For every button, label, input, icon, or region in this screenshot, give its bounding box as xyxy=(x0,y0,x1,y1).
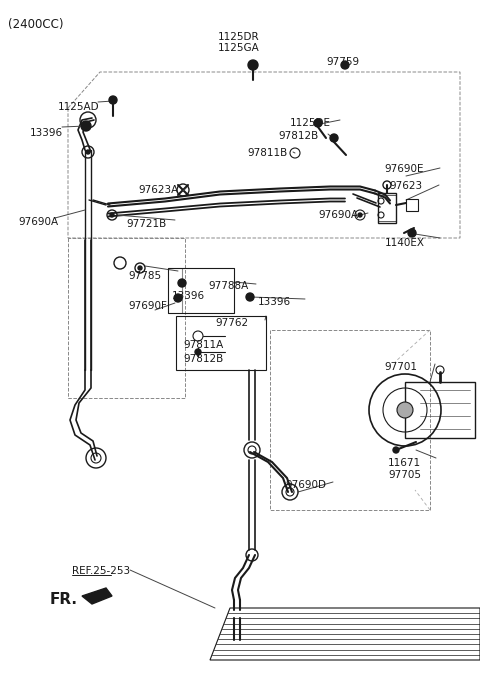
Circle shape xyxy=(393,447,399,453)
Text: 13396: 13396 xyxy=(30,128,63,138)
Bar xyxy=(406,199,418,211)
Text: REF.25-253: REF.25-253 xyxy=(72,566,130,576)
Text: 97690E: 97690E xyxy=(384,164,423,174)
Text: 97690D: 97690D xyxy=(285,480,326,490)
Bar xyxy=(378,193,396,223)
Text: 97811A: 97811A xyxy=(183,340,223,350)
Circle shape xyxy=(81,121,91,131)
Text: 97759: 97759 xyxy=(326,57,359,67)
Polygon shape xyxy=(82,588,112,604)
Bar xyxy=(405,382,475,438)
Circle shape xyxy=(110,213,114,217)
Circle shape xyxy=(408,229,416,237)
Circle shape xyxy=(358,213,362,217)
Text: 97701: 97701 xyxy=(384,362,417,372)
Circle shape xyxy=(341,61,349,69)
Text: 97811B: 97811B xyxy=(247,148,287,158)
Circle shape xyxy=(195,349,201,355)
Text: FR.: FR. xyxy=(50,592,78,607)
Circle shape xyxy=(246,293,254,301)
Circle shape xyxy=(314,119,322,127)
Text: 97812B: 97812B xyxy=(278,131,318,141)
Bar xyxy=(168,268,234,313)
Circle shape xyxy=(174,294,182,302)
Text: 97690F: 97690F xyxy=(128,301,167,311)
Bar xyxy=(378,195,396,221)
Circle shape xyxy=(109,96,117,104)
Text: (2400CC): (2400CC) xyxy=(8,18,63,31)
Text: 1125GA: 1125GA xyxy=(218,43,260,53)
Text: 97705: 97705 xyxy=(388,470,421,480)
Circle shape xyxy=(138,266,142,270)
Text: 97623: 97623 xyxy=(389,181,422,191)
Text: 97788A: 97788A xyxy=(208,281,248,291)
Circle shape xyxy=(86,150,90,154)
Text: 1125AD: 1125AD xyxy=(58,102,100,112)
Bar xyxy=(176,316,266,370)
Text: 97690A: 97690A xyxy=(318,210,358,220)
Text: 97623A: 97623A xyxy=(138,185,178,195)
Circle shape xyxy=(178,279,186,287)
Text: 97812B: 97812B xyxy=(183,354,223,364)
Text: 13396: 13396 xyxy=(172,291,205,301)
Circle shape xyxy=(248,60,258,70)
Text: 97762: 97762 xyxy=(215,318,248,328)
Text: 13396: 13396 xyxy=(258,297,291,307)
Text: 97690A: 97690A xyxy=(18,217,58,227)
Text: 11671: 11671 xyxy=(388,458,421,468)
Text: 97785: 97785 xyxy=(128,271,161,281)
Text: 97721B: 97721B xyxy=(126,219,166,229)
Circle shape xyxy=(330,134,338,142)
Text: 1125DE: 1125DE xyxy=(290,118,331,128)
Circle shape xyxy=(397,402,413,418)
Text: 1140EX: 1140EX xyxy=(385,238,425,248)
Bar xyxy=(168,268,234,313)
Text: 1125DR: 1125DR xyxy=(218,32,260,42)
